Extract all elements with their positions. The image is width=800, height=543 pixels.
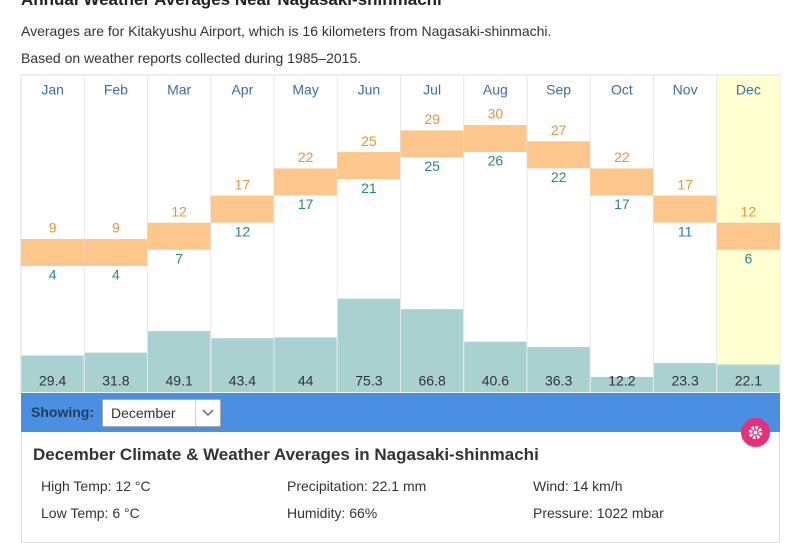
high-temp: 29 <box>424 111 440 127</box>
precip-label: 36.3 <box>545 373 572 389</box>
temp-range-box <box>716 222 780 250</box>
low-temp: 12 <box>235 223 251 239</box>
temp-range-box <box>274 168 338 196</box>
high-temp: 17 <box>235 176 251 192</box>
precip-bar <box>84 352 147 392</box>
precip-label: 23.3 <box>672 373 699 389</box>
precip-label: 12.2 <box>608 373 635 389</box>
high-temp: 22 <box>614 149 630 165</box>
precip-bar <box>21 355 84 392</box>
precip-bar <box>211 338 274 392</box>
precip-label: 43.4 <box>229 373 256 389</box>
precip-label: 49.1 <box>166 373 193 389</box>
low-temp: 11 <box>678 223 693 239</box>
detail-item: Wind: 14 km/h <box>533 478 623 494</box>
precip-bar <box>654 363 717 392</box>
high-temp: 9 <box>49 220 57 236</box>
precip-bar <box>717 364 780 392</box>
precip-label: 29.4 <box>39 373 66 389</box>
note: Averages are for Kitakyushu Airport, whi… <box>21 23 552 39</box>
precip-bar <box>401 309 464 392</box>
month-label: Apr <box>231 82 253 98</box>
precip-label: 66.8 <box>419 373 446 389</box>
low-temp: 17 <box>298 196 314 212</box>
temp-range-box <box>463 125 527 152</box>
precip-bar <box>337 298 400 392</box>
precip-label: 40.6 <box>482 373 509 389</box>
detail-item: Pressure: 1022 mbar <box>533 505 664 521</box>
temp-range-box <box>653 195 717 223</box>
low-temp: 4 <box>112 267 120 283</box>
precip-bar <box>464 341 527 392</box>
note: Based on weather reports collected durin… <box>21 50 362 66</box>
showing-label: Showing: <box>31 404 94 420</box>
month-label: Aug <box>483 82 508 98</box>
toolbar: Showing: December <box>21 393 780 432</box>
temp-range-box <box>147 222 211 250</box>
precip-label: 44 <box>298 373 314 389</box>
precip-bar <box>148 331 211 392</box>
precip-bar <box>274 337 337 392</box>
precip-bar <box>527 346 590 392</box>
temp-range-box <box>210 195 274 223</box>
detail-item: Low Temp: 6 °C <box>41 505 140 521</box>
low-temp: 25 <box>424 158 440 174</box>
precip-label: 22.1 <box>735 373 762 389</box>
month-label: Dec <box>736 82 761 98</box>
details-panel: December Climate & Weather Averages in N… <box>21 432 780 543</box>
high-temp: 12 <box>741 203 757 219</box>
month-label: Jan <box>41 82 64 98</box>
low-temp: 6 <box>744 250 752 266</box>
weather-chart: Jan 9 4 29.4 Feb 9 4 31.8 Mar 12 7 49.1 Apr 17 12 43.4 M… <box>20 74 781 394</box>
precip-bar <box>590 376 653 392</box>
details-title: December Climate & Weather Averages in N… <box>33 445 539 464</box>
month-label: Feb <box>104 82 128 98</box>
settings-button[interactable] <box>741 418 770 447</box>
high-temp: 30 <box>488 106 504 122</box>
temp-range-box <box>337 152 401 180</box>
month-label: Oct <box>611 82 633 98</box>
month-label: Mar <box>167 82 191 98</box>
high-temp: 22 <box>298 149 314 165</box>
high-temp: 12 <box>171 203 187 219</box>
detail-item: Humidity: 66% <box>287 505 378 521</box>
temp-range-box <box>590 168 654 196</box>
high-temp: 27 <box>551 122 567 138</box>
selected-month: December <box>111 405 176 421</box>
month-select[interactable]: December <box>102 399 221 427</box>
month-label: Jun <box>358 82 381 98</box>
temp-range-box <box>21 239 85 267</box>
month-label: May <box>292 82 318 98</box>
month-label: Jul <box>423 82 441 98</box>
low-temp: 21 <box>361 180 377 196</box>
high-temp: 9 <box>112 220 120 236</box>
month-label: Nov <box>673 82 698 98</box>
detail-item: Precipitation: 22.1 mm <box>287 478 427 494</box>
precip-label: 31.8 <box>102 373 129 389</box>
page-title: Annual Weather Averages Near Nagasaki-sh… <box>21 0 442 10</box>
dropdown-arrow[interactable] <box>195 400 220 426</box>
temp-range-box <box>84 239 148 267</box>
temp-range-box <box>527 141 591 169</box>
low-temp: 7 <box>175 250 183 266</box>
temp-range-box <box>400 130 464 158</box>
high-temp: 25 <box>361 133 377 149</box>
precip-label: 75.3 <box>355 373 382 389</box>
low-temp: 22 <box>551 169 567 185</box>
detail-item: High Temp: 12 °C <box>41 478 151 494</box>
month-label: Sep <box>546 82 571 98</box>
low-temp: 4 <box>49 267 57 283</box>
low-temp: 17 <box>614 196 630 212</box>
low-temp: 26 <box>488 153 504 169</box>
high-temp: 17 <box>677 176 693 192</box>
